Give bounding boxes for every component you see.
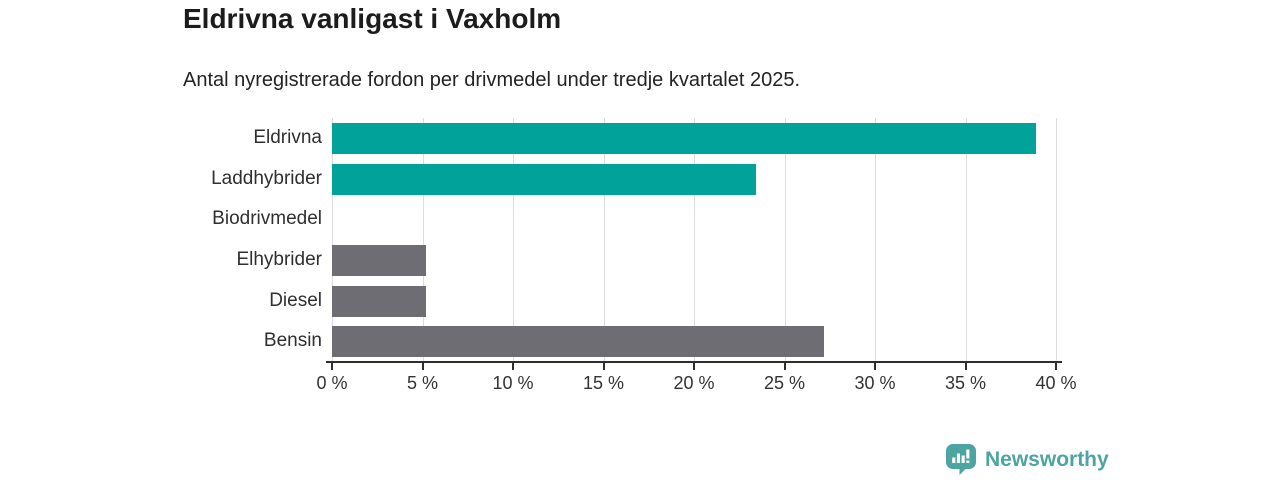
bar-laddhybrider <box>332 163 756 195</box>
newsworthy-logo-text: Newsworthy <box>985 447 1109 471</box>
bar-eldrivna <box>332 122 1037 154</box>
bar-diesel <box>332 285 427 317</box>
gridline <box>784 118 786 362</box>
category-label: Bensin <box>263 330 322 352</box>
x-tick-mark <box>331 363 333 370</box>
x-tick-label: 0 % <box>316 373 348 393</box>
gridline <box>875 118 876 362</box>
x-tick-mark <box>602 363 605 370</box>
x-tick-label: 10 % <box>492 373 534 393</box>
bar-bensin <box>332 326 825 358</box>
x-tick-mark <box>512 363 514 370</box>
x-tick-label: 40 % <box>1035 373 1077 393</box>
gridline <box>1056 118 1057 362</box>
gridline <box>332 118 333 362</box>
gridline <box>603 118 605 362</box>
bar-elhybrider <box>332 244 427 276</box>
x-tick-mark <box>693 363 695 370</box>
plot-area <box>332 118 1057 362</box>
x-tick-mark <box>421 363 424 370</box>
x-tick-label: 20 % <box>673 373 715 393</box>
x-tick-label: 25 % <box>763 373 806 393</box>
gridline <box>694 118 695 362</box>
x-tick-mark <box>783 363 786 370</box>
x-tick-label: 35 % <box>944 373 987 393</box>
gridline <box>422 118 424 362</box>
gridline <box>965 118 967 362</box>
category-label: Diesel <box>269 289 322 311</box>
x-tick-label: 30 % <box>854 373 896 393</box>
chart-title: Eldrivna vanligast i Vaxholm <box>183 3 562 34</box>
x-axis-line <box>326 361 1062 363</box>
newsworthy-logo-icon <box>946 444 976 475</box>
x-tick-label: 5 % <box>406 373 439 393</box>
category-label: Eldrivna <box>253 127 322 148</box>
category-label: Biodrivmedel <box>212 208 322 230</box>
chart-subtitle: Antal nyregistrerade fordon per drivmede… <box>183 69 801 91</box>
newsworthy-branding: Newsworthy <box>946 444 1109 475</box>
x-tick-mark <box>1055 363 1057 370</box>
x-tick-mark <box>964 363 967 370</box>
x-tick-label: 15 % <box>582 373 625 393</box>
gridline <box>513 118 514 362</box>
category-label: Elhybrider <box>236 249 322 270</box>
category-axis: Eldrivna Laddhybrider Biodrivmedel Elhybrid… <box>0 118 322 362</box>
category-label: Laddhybrider <box>211 167 322 189</box>
x-tick-mark <box>874 363 876 370</box>
